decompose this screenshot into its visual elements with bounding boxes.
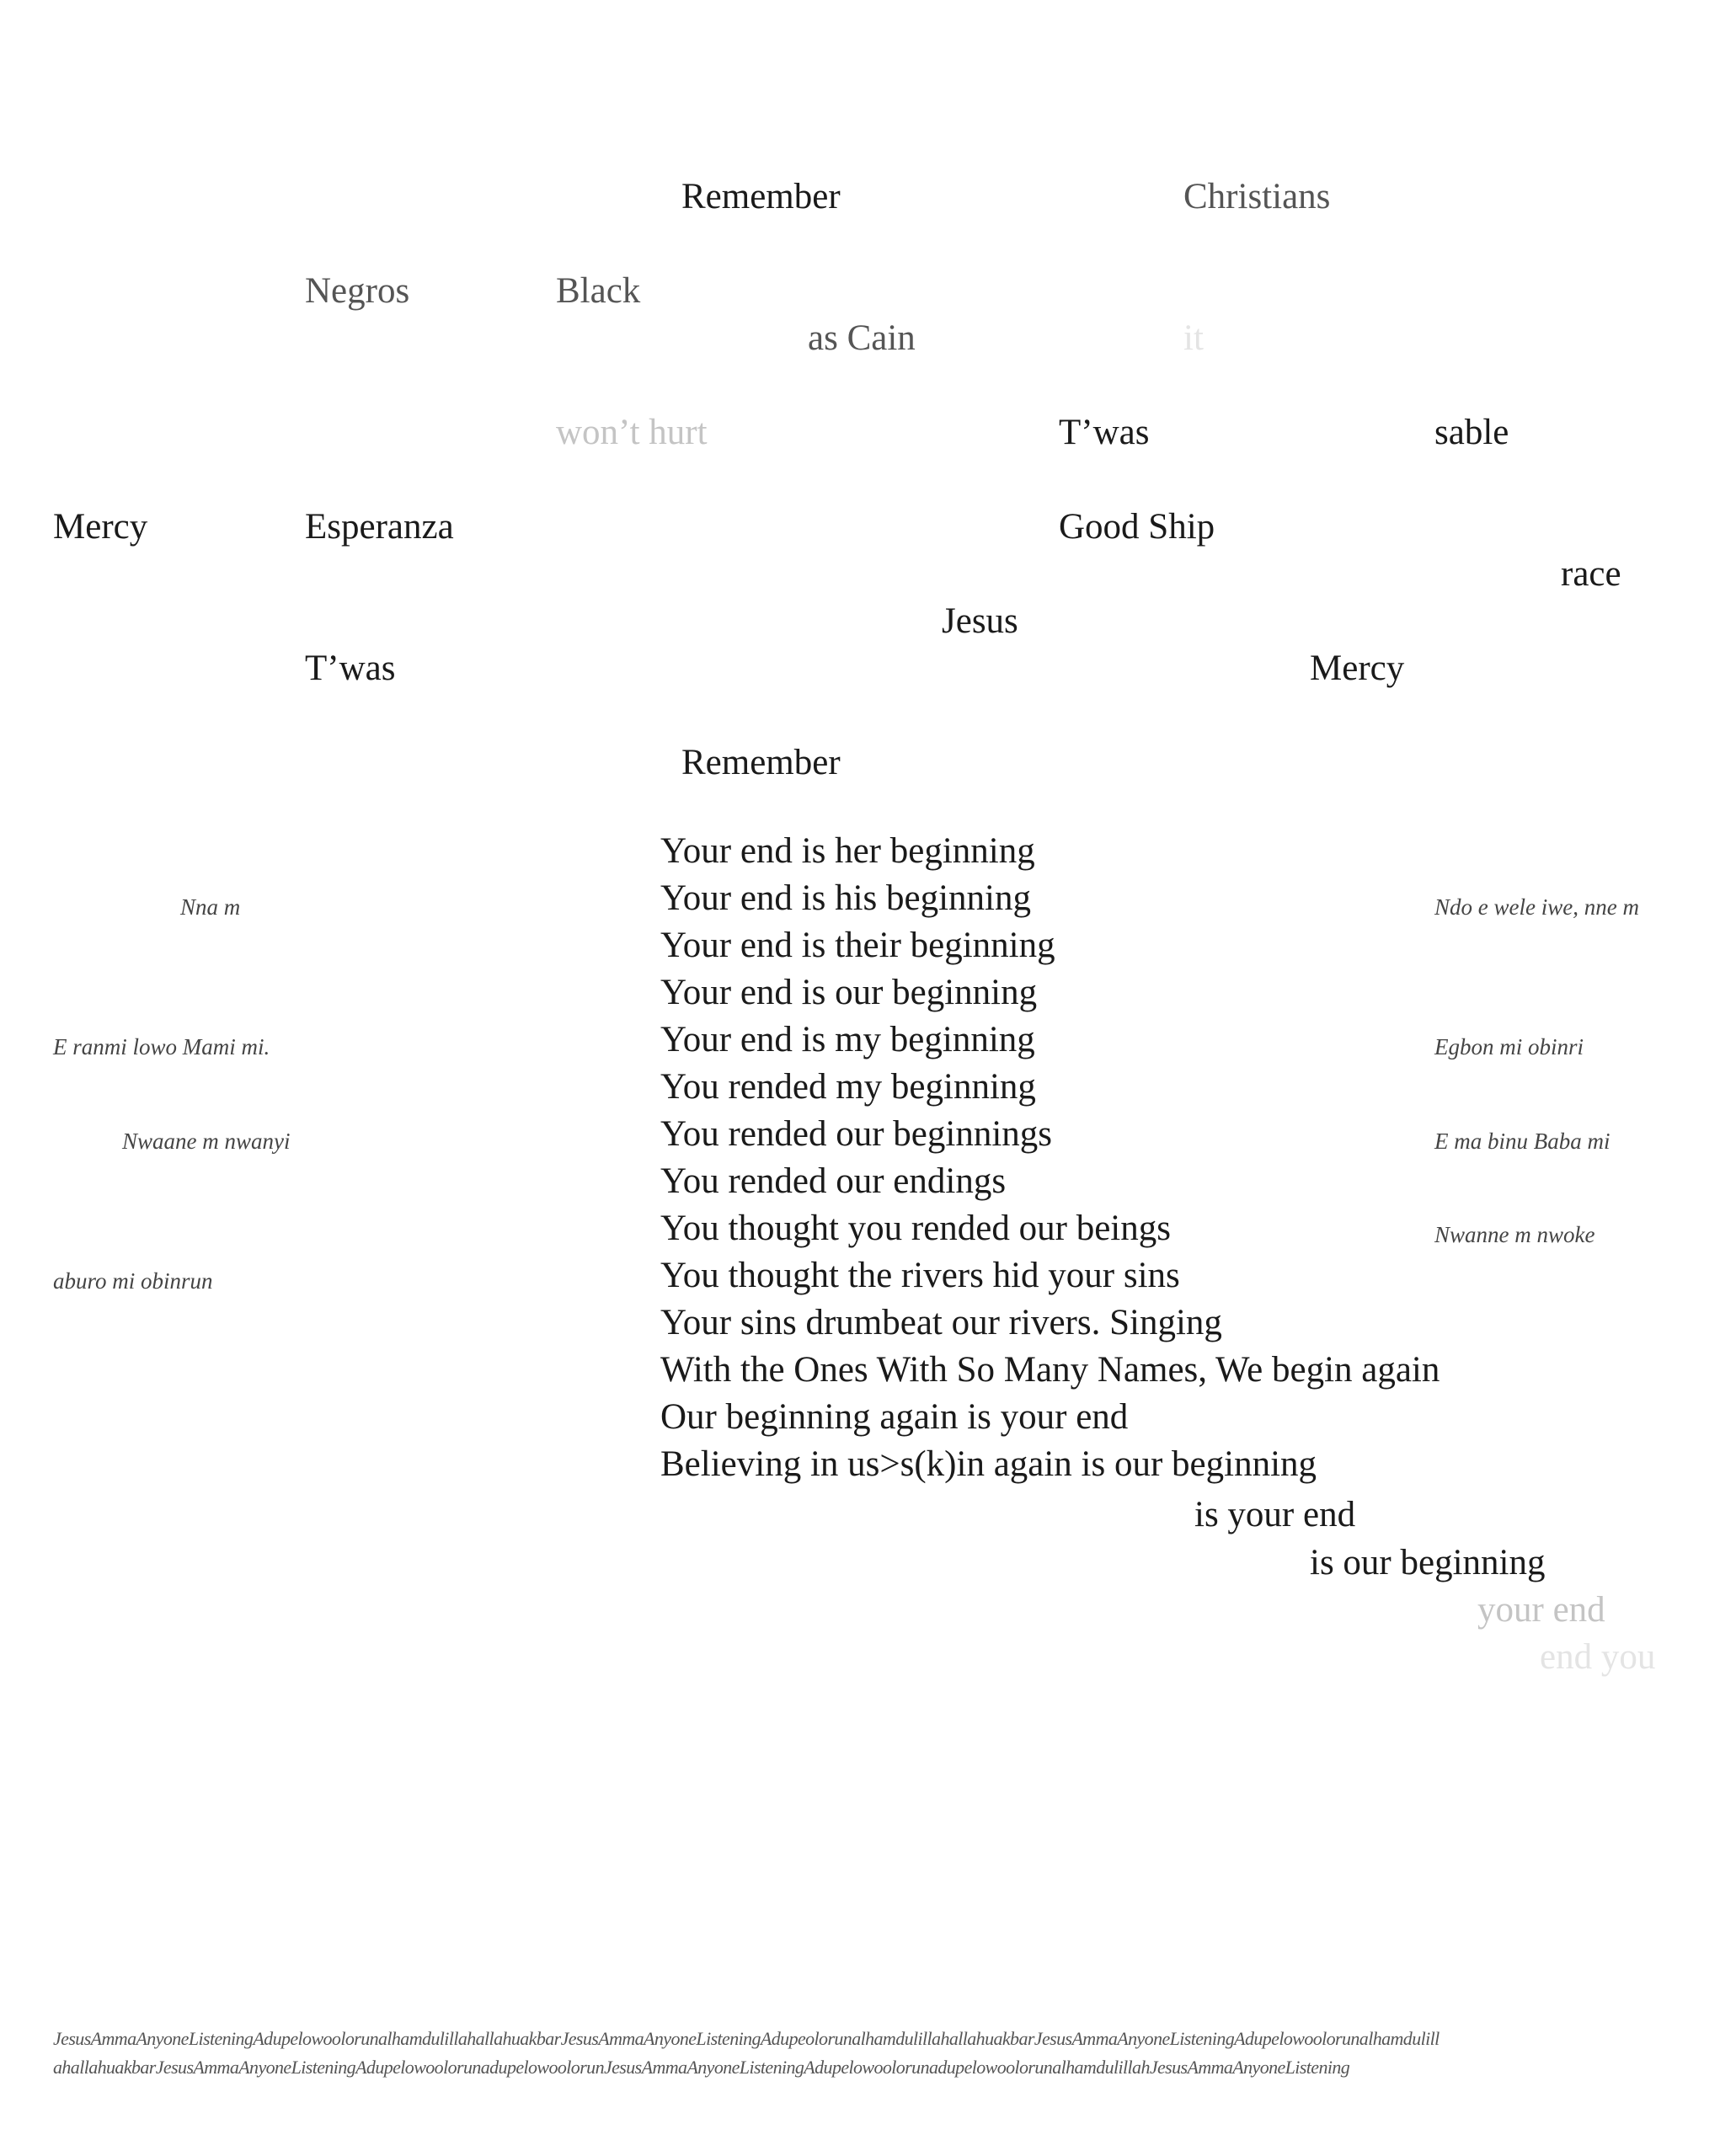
word: Esperanza	[305, 507, 454, 547]
word: it	[1183, 318, 1204, 358]
word: sable	[1434, 413, 1509, 452]
side-note: E ranmi lowo Mami mi.	[53, 1034, 270, 1059]
side-note: Nwanne m nwoke	[1434, 1222, 1595, 1247]
poem-line: You thought the rivers hid your sins	[660, 1256, 1180, 1295]
word: Mercy	[1310, 648, 1405, 688]
footer-line: ahallahuakbarJesusAmmaAnyoneListeningAdu…	[53, 2057, 1350, 2078]
side-note: Nwaane m nwanyi	[122, 1129, 291, 1154]
cascade-line: is our beginning	[1310, 1543, 1546, 1582]
footer-line: JesusAmmaAnyoneListeningAdupelowooloruna…	[53, 2028, 1440, 2049]
poem-line: Your end is my beginning	[660, 1020, 1035, 1059]
poem-line: You rended our beginnings	[660, 1114, 1053, 1154]
poem-line: Your end is her beginning	[660, 831, 1035, 871]
side-note: Ndo e wele iwe, nne m	[1434, 894, 1639, 920]
word: Black	[556, 271, 641, 311]
poem-line: Believing in us>s(k)in again is our begi…	[660, 1444, 1317, 1484]
word: Good Ship	[1059, 507, 1215, 547]
cascade-line: is your end	[1194, 1495, 1356, 1534]
poem-line: Our beginning again is your end	[660, 1397, 1129, 1437]
poem: Your end is her beginning Your end is his…	[660, 828, 1440, 1488]
side-note: Nna m	[180, 894, 241, 920]
word: Jesus	[942, 601, 1018, 641]
poem-line: Your end is our beginning	[660, 973, 1038, 1012]
word: race	[1561, 554, 1621, 594]
word: Christians	[1183, 177, 1331, 216]
side-note: aburo mi obinrun	[53, 1268, 213, 1294]
poem-line: You thought you rended our beings	[660, 1209, 1171, 1248]
cascade-line: end you	[1540, 1637, 1656, 1677]
word: Negros	[305, 271, 410, 311]
poem-line: Your end is his beginning	[660, 878, 1031, 918]
cascade-line: your end	[1477, 1590, 1605, 1630]
word: Remember	[681, 743, 841, 782]
word: T’was	[1059, 413, 1150, 452]
side-note: Egbon mi obinri	[1434, 1034, 1584, 1059]
poem-line: You rended my beginning	[660, 1067, 1036, 1107]
word: Mercy	[53, 507, 148, 547]
poem-line: Your end is their beginning	[660, 926, 1055, 965]
poem-line: With the Ones With So Many Names, We beg…	[660, 1350, 1440, 1390]
word: as Cain	[808, 318, 916, 358]
word: T’was	[305, 648, 396, 688]
word: Remember	[681, 177, 841, 216]
poem-line: Your sins drumbeat our rivers. Singing	[660, 1303, 1222, 1342]
poem-line: You rended our endings	[660, 1161, 1007, 1201]
word: won’t hurt	[556, 413, 708, 452]
side-note: E ma binu Baba mi	[1434, 1129, 1610, 1154]
